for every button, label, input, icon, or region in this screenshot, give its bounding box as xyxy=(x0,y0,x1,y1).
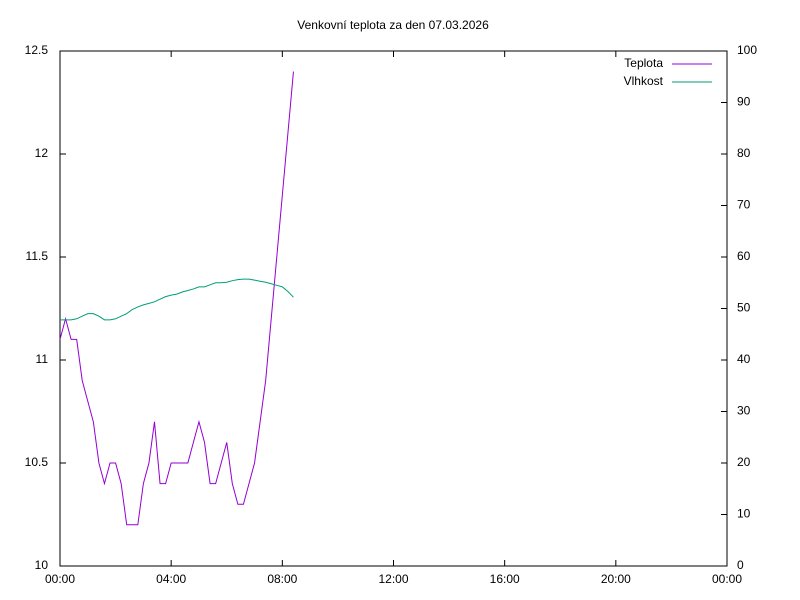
y-tick-label: 12 xyxy=(35,146,49,160)
y2-tick-label: 40 xyxy=(737,352,751,366)
chart-title: Venkovní teplota za den 07.03.2026 xyxy=(297,18,489,32)
y-tick-label: 10.5 xyxy=(25,455,49,469)
y-tick-label: 12.5 xyxy=(25,43,49,57)
x-tick-label: 00:00 xyxy=(45,572,75,586)
y2-tick-label: 90 xyxy=(737,95,751,109)
x-tick-label: 20:00 xyxy=(601,572,631,586)
data-line xyxy=(60,278,294,321)
y2-tick-label: 0 xyxy=(737,558,744,572)
x-tick-label: 00:00 xyxy=(712,572,742,586)
x-tick-label: 04:00 xyxy=(156,572,186,586)
y2-tick-label: 70 xyxy=(737,198,751,212)
legend-label: Vlhkost xyxy=(624,74,664,88)
y2-tick-label: 100 xyxy=(737,43,757,57)
x-tick-label: 12:00 xyxy=(378,572,408,586)
y2-tick-label: 80 xyxy=(737,146,751,160)
legend-label: Teplota xyxy=(624,56,663,70)
data-line xyxy=(59,71,294,526)
x-tick-label: 08:00 xyxy=(267,572,297,586)
y2-tick-label: 20 xyxy=(737,455,751,469)
y-tick-label: 11 xyxy=(36,352,49,366)
y-tick-label: 10 xyxy=(35,558,49,572)
y2-tick-label: 50 xyxy=(737,301,751,315)
x-tick-label: 16:00 xyxy=(490,572,520,586)
y2-tick-label: 10 xyxy=(737,507,751,521)
y2-tick-label: 30 xyxy=(737,404,751,418)
y-tick-label: 11.5 xyxy=(26,249,49,263)
y2-tick-label: 60 xyxy=(737,249,751,263)
